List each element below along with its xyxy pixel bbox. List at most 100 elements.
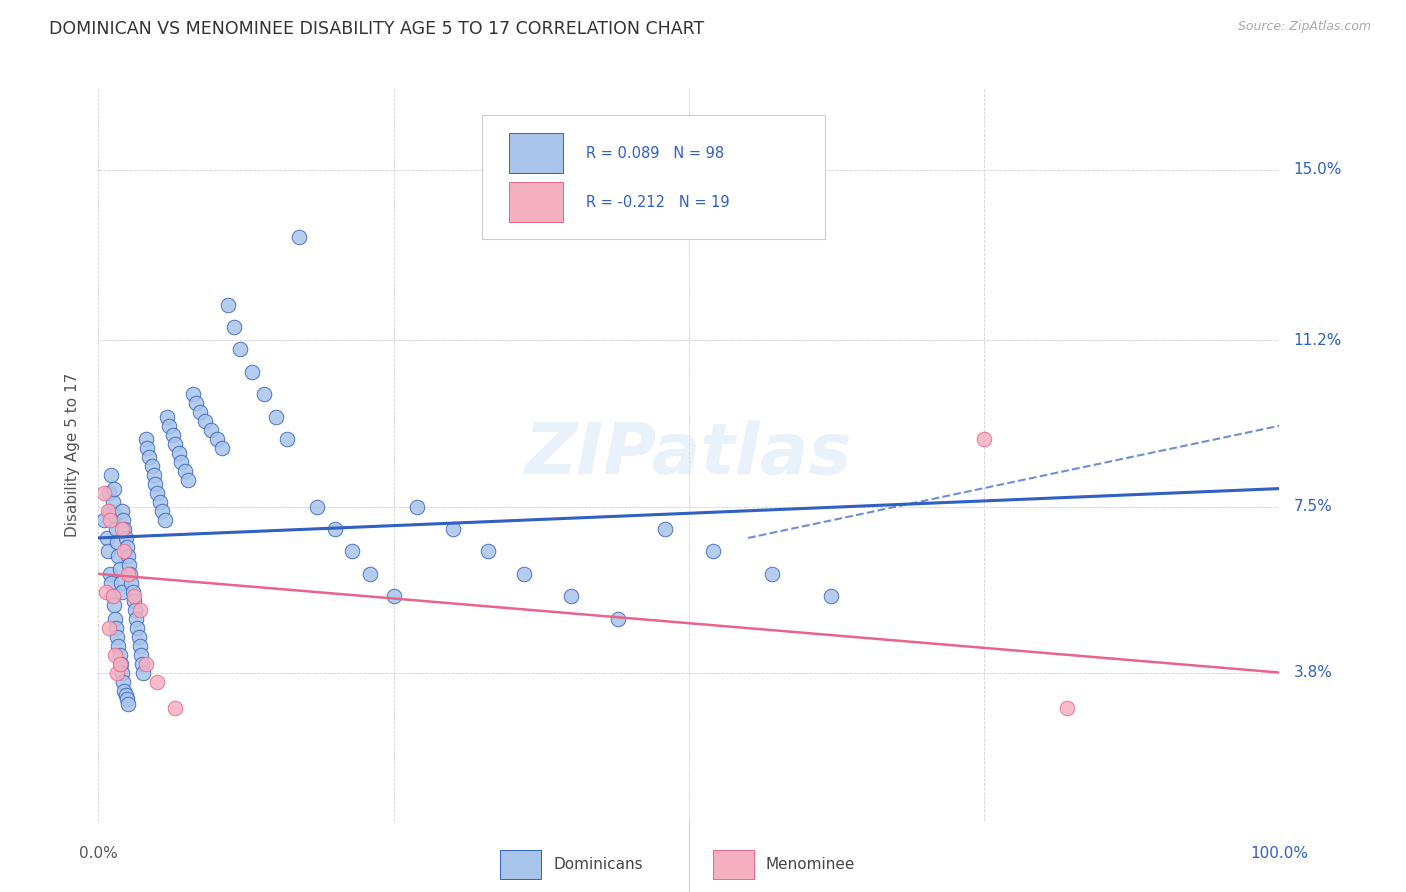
Point <box>131 657 153 671</box>
Point <box>114 531 136 545</box>
Point <box>108 648 131 662</box>
Point <box>93 513 115 527</box>
Point <box>96 531 118 545</box>
Point <box>128 639 150 653</box>
Point <box>141 459 163 474</box>
Point <box>117 549 139 563</box>
Point <box>305 500 328 514</box>
Point <box>105 522 128 536</box>
Point <box>205 432 228 446</box>
Y-axis label: Disability Age 5 to 17: Disability Age 5 to 17 <box>65 373 80 537</box>
Point <box>288 230 311 244</box>
Text: DOMINICAN VS MENOMINEE DISABILITY AGE 5 TO 17 CORRELATION CHART: DOMINICAN VS MENOMINEE DISABILITY AGE 5 … <box>49 20 704 37</box>
Point <box>512 566 534 581</box>
Point <box>118 558 141 572</box>
Point <box>120 566 142 581</box>
Point <box>98 513 121 527</box>
Point <box>105 621 128 635</box>
Point <box>105 665 128 680</box>
Point <box>217 297 239 311</box>
Point <box>173 464 195 478</box>
Point <box>143 477 166 491</box>
Point <box>135 657 157 671</box>
Point <box>177 473 200 487</box>
Point <box>1056 701 1078 715</box>
Point <box>194 414 217 428</box>
Point <box>149 495 172 509</box>
Point <box>115 540 138 554</box>
Point <box>162 427 184 442</box>
Point <box>111 665 134 680</box>
Text: 11.2%: 11.2% <box>1294 333 1341 348</box>
Point <box>98 621 121 635</box>
FancyBboxPatch shape <box>713 850 754 880</box>
Point <box>153 513 176 527</box>
Point <box>165 701 187 715</box>
Point <box>342 544 364 558</box>
Point <box>115 692 138 706</box>
Point <box>200 423 222 437</box>
Point <box>111 504 134 518</box>
Point <box>156 409 179 424</box>
Point <box>135 441 157 455</box>
Point <box>104 648 127 662</box>
Point <box>107 549 129 563</box>
Point <box>170 455 193 469</box>
Point <box>100 575 122 590</box>
Point <box>128 630 150 644</box>
Point <box>98 566 121 581</box>
Point <box>165 436 187 450</box>
Point <box>276 432 298 446</box>
Point <box>112 674 135 689</box>
Point <box>112 683 135 698</box>
Point <box>117 697 139 711</box>
Text: 3.8%: 3.8% <box>1294 665 1333 680</box>
Point <box>108 657 131 671</box>
Point <box>97 504 120 518</box>
Point <box>101 495 124 509</box>
Point <box>98 504 121 518</box>
Point <box>359 566 381 581</box>
Point <box>108 562 131 576</box>
Point <box>121 575 143 590</box>
Point <box>111 584 134 599</box>
Point <box>105 630 128 644</box>
Text: Menominee: Menominee <box>766 857 855 872</box>
Point <box>94 584 117 599</box>
FancyBboxPatch shape <box>509 133 562 173</box>
Point <box>973 432 995 446</box>
Point <box>122 593 145 607</box>
Point <box>138 450 160 465</box>
Point <box>135 432 157 446</box>
Point <box>110 575 132 590</box>
Point <box>441 522 464 536</box>
Text: 100.0%: 100.0% <box>1250 846 1309 861</box>
Point <box>98 486 121 500</box>
Point <box>127 621 149 635</box>
Text: 15.0%: 15.0% <box>1294 162 1341 178</box>
Point <box>142 468 165 483</box>
Point <box>112 522 135 536</box>
FancyBboxPatch shape <box>501 850 541 880</box>
Point <box>181 387 204 401</box>
Point <box>128 603 150 617</box>
Point <box>97 544 120 558</box>
Point <box>607 612 630 626</box>
Point <box>477 544 499 558</box>
Text: 0.0%: 0.0% <box>79 846 118 861</box>
Text: Dominicans: Dominicans <box>553 857 643 872</box>
Point <box>224 320 246 334</box>
Point <box>100 468 122 483</box>
Point <box>112 544 135 558</box>
FancyBboxPatch shape <box>509 182 562 222</box>
Point <box>104 508 127 523</box>
Point <box>129 648 152 662</box>
Point <box>211 441 233 455</box>
Point <box>101 589 124 603</box>
Point <box>101 589 124 603</box>
Point <box>157 418 180 433</box>
Point <box>323 522 346 536</box>
Point <box>167 445 190 459</box>
Point <box>112 513 135 527</box>
Point <box>146 486 169 500</box>
